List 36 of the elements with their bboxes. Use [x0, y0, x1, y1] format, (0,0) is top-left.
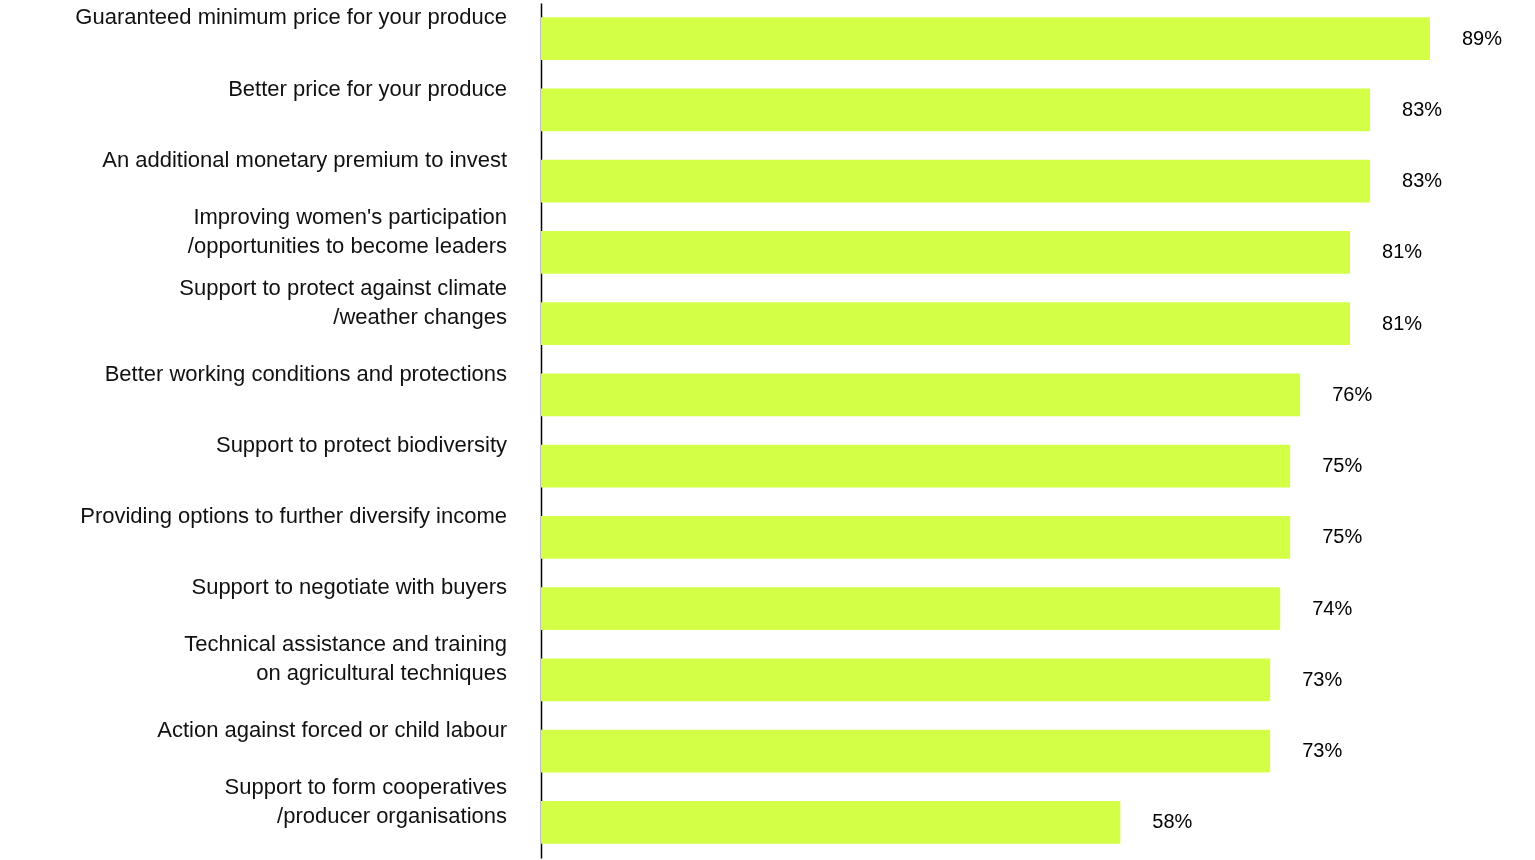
y-tick-label: Providing options to further diversify income [80, 503, 507, 528]
y-tick-label: Guaranteed minimum price for your produce [75, 4, 507, 30]
data-label: 74% [1312, 596, 1353, 619]
bar [541, 88, 1371, 132]
bar [541, 444, 1291, 488]
bar [541, 516, 1291, 559]
y-tick-label: Support to protect biodiversity [215, 431, 507, 457]
y-tick-label: Improving women's participation /opportunities to become leaders [187, 203, 507, 258]
bar [541, 658, 1271, 702]
y-tick-label: Support to negotiate with buyers [191, 574, 507, 600]
data-label: 83% [1402, 97, 1443, 120]
bar [541, 373, 1301, 417]
data-label: 73% [1302, 739, 1343, 762]
data-label: 75% [1322, 525, 1363, 548]
data-label: 81% [1382, 240, 1423, 263]
data-label: 81% [1382, 311, 1423, 334]
y-tick-label: Action against forced or child labour [157, 716, 507, 742]
data-label: 75% [1322, 454, 1363, 477]
y-tick-label: Support to protect against climate /weather changes [179, 274, 507, 329]
y-tick-label: An additional monetary premium to invest [102, 146, 507, 172]
y-tick-label: Better price for your produce [228, 75, 507, 101]
bar [541, 729, 1271, 773]
y-tick-label: Technical assistance and training on agricultural techniques [184, 631, 507, 685]
data-label: 76% [1332, 382, 1373, 405]
data-label: 83% [1402, 169, 1443, 192]
bar [541, 801, 1121, 844]
bar [541, 587, 1281, 630]
bar [541, 159, 1371, 203]
data-label: 89% [1462, 26, 1503, 49]
y-tick-label: Support to form cooperatives /producer organisations [224, 773, 507, 828]
data-label: 58% [1152, 810, 1193, 833]
bar [541, 17, 1430, 60]
bar [541, 302, 1351, 345]
data-label: 73% [1302, 667, 1343, 690]
bar [541, 231, 1351, 274]
y-tick-label: Better working conditions and protections [104, 360, 507, 386]
